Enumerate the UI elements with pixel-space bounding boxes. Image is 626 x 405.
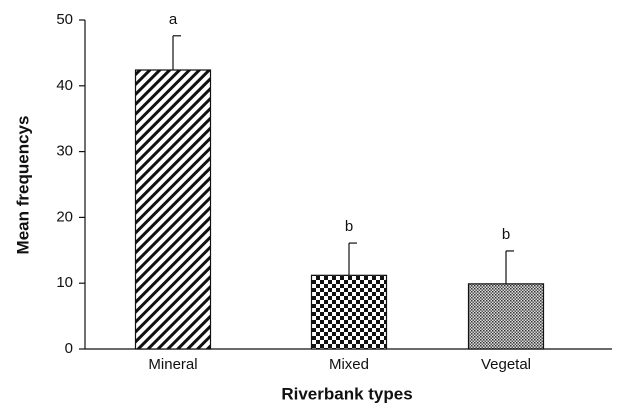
x-tick-label: Mineral <box>148 356 197 373</box>
y-axis-title: Mean frequencys <box>13 116 32 255</box>
bar <box>310 274 388 350</box>
annotation: b <box>345 218 353 235</box>
x-axis-title: Riverbank types <box>281 384 412 403</box>
annotation: b <box>502 226 510 243</box>
x-tick-label: Mixed <box>329 356 369 373</box>
y-tick-label: 20 <box>56 208 73 225</box>
y-tick-label: 40 <box>56 77 73 94</box>
bar <box>467 283 545 350</box>
x-tick-label: Vegetal <box>481 356 531 373</box>
bar <box>134 69 212 350</box>
y-tick-label: 10 <box>56 274 73 291</box>
y-tick-label: 30 <box>56 143 73 160</box>
y-tick-label: 50 <box>56 11 73 28</box>
y-tick-label: 0 <box>65 340 73 357</box>
annotation: a <box>169 11 178 28</box>
